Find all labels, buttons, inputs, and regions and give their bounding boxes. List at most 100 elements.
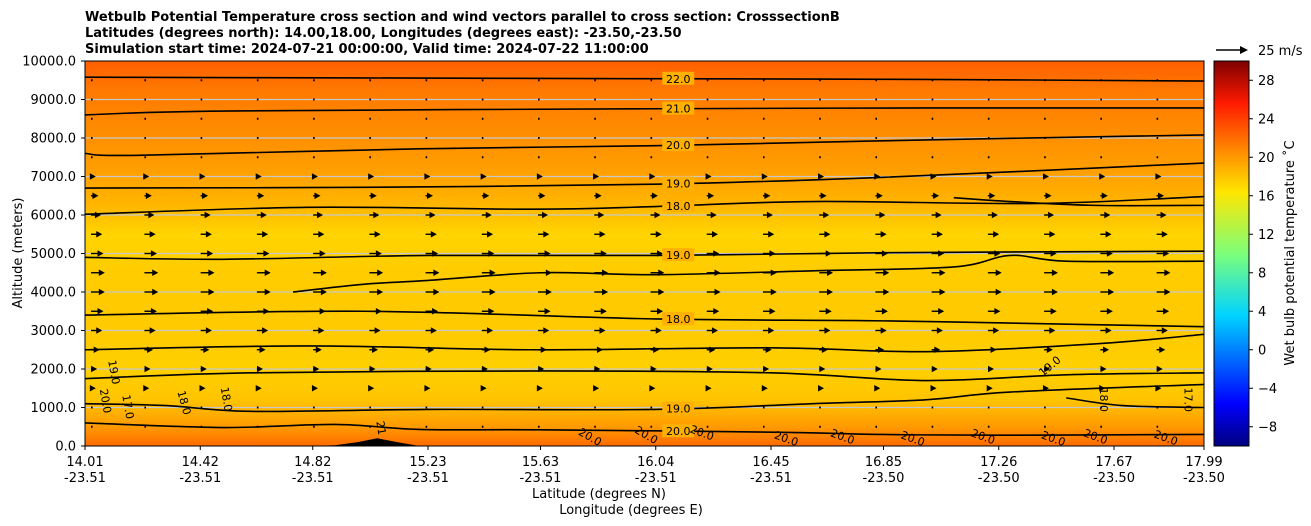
- colorbar-tick-label: 24: [1258, 112, 1275, 127]
- wind-vector: [144, 98, 147, 101]
- wind-vector: [819, 192, 827, 199]
- wind-vector: [819, 79, 821, 82]
- wind-vector: [313, 365, 320, 373]
- contour-line-19: [292, 254, 1204, 293]
- wind-vector: [369, 211, 380, 219]
- x-tick-label-lat: 17.67: [1095, 455, 1132, 470]
- wind-vector: [706, 211, 717, 219]
- wind-vector: [594, 137, 596, 139]
- wind-vector: [931, 406, 934, 409]
- wind-vector: [200, 346, 210, 353]
- wind-vector: [311, 385, 318, 392]
- wind-vector: [594, 365, 601, 373]
- wind-vector: [1100, 365, 1107, 373]
- wind-vector: [987, 250, 1001, 257]
- contour-label: 20.0: [1082, 427, 1109, 448]
- y-tick-label: 2000.0: [31, 363, 77, 378]
- wind-vector: [706, 156, 709, 159]
- wind-vector: [1156, 308, 1170, 315]
- wind-vector: [481, 346, 491, 353]
- contour-line-19: [85, 370, 1204, 382]
- wind-vector: [762, 346, 772, 353]
- wind-vectors: [89, 79, 1171, 428]
- wind-vector: [762, 231, 775, 238]
- wind-vector: [481, 406, 484, 409]
- wind-vector: [91, 79, 93, 82]
- wind-vector: [313, 327, 325, 334]
- wind-vector: [875, 156, 878, 159]
- wind-vector: [369, 98, 371, 101]
- wind-vector: [649, 385, 656, 392]
- wind-vector: [987, 231, 1000, 238]
- wind-vector: [875, 231, 887, 238]
- wind-vector: [481, 211, 492, 219]
- wind-vector: [1156, 137, 1159, 139]
- wind-vector: [1100, 137, 1102, 139]
- wind-vector: [256, 117, 259, 120]
- wind-vector: [200, 231, 212, 238]
- wind-vector: [819, 288, 833, 296]
- wind-vector: [313, 137, 315, 139]
- wind-vector: [481, 327, 494, 334]
- x-tick-label-lat: 16.85: [865, 455, 902, 470]
- wind-vector: [762, 425, 765, 428]
- wind-vector: [480, 385, 487, 392]
- wind-vector: [481, 250, 495, 257]
- contour-label: 18.0: [218, 386, 235, 412]
- wind-vector: [425, 250, 439, 257]
- x-tick-label-lon: -23.51: [64, 471, 106, 486]
- wind-vector: [593, 385, 600, 392]
- wind-vector: [931, 327, 943, 334]
- colorbar-tick-label: −8: [1258, 420, 1277, 435]
- contour-label: 19.0: [666, 249, 691, 262]
- contour-line-22: [85, 76, 1204, 82]
- wind-vector: [481, 308, 495, 315]
- colorbar: [1213, 60, 1250, 447]
- y-tick-label: 7000.0: [31, 170, 77, 185]
- contour-label-bg: [662, 248, 695, 262]
- wind-vector: [931, 231, 943, 238]
- wind-vector: [650, 98, 653, 101]
- wind-vector: [369, 137, 371, 139]
- wind-vector: [538, 425, 540, 428]
- wind-vector: [1044, 156, 1046, 159]
- colorbar-tick-label: 0: [1258, 343, 1266, 358]
- contour-label: 20.0: [666, 139, 691, 152]
- wind-vector: [819, 156, 821, 159]
- wind-vector: [256, 211, 267, 219]
- wind-vector: [538, 137, 540, 139]
- wind-vector: [144, 365, 151, 373]
- wind-vector: [256, 231, 269, 238]
- wind-vector: [425, 156, 428, 159]
- wind-vector: [1044, 192, 1052, 199]
- wind-vector: [1100, 269, 1115, 276]
- contour-label: 20.0: [969, 427, 996, 448]
- wind-vector: [931, 211, 942, 219]
- wind-vector: [1044, 117, 1046, 120]
- wind-vector: [538, 288, 552, 296]
- wind-vector: [91, 406, 93, 409]
- wind-vector: [987, 117, 990, 120]
- wind-vector: [369, 346, 379, 353]
- wind-vector: [1042, 385, 1049, 392]
- wind-vector: [369, 288, 384, 296]
- wind-vector: [1156, 406, 1159, 409]
- wind-vector: [1100, 250, 1113, 257]
- wind-vector: [594, 346, 603, 353]
- wind-vector: [594, 288, 609, 296]
- wind-vector: [256, 269, 271, 276]
- x-tick-label-lat: 14.01: [66, 455, 103, 470]
- x-tick-label-lon: -23.50: [978, 471, 1020, 486]
- quiver-key-arrowhead: [1240, 46, 1248, 54]
- wind-vector: [1100, 346, 1110, 353]
- wind-vector: [313, 79, 315, 82]
- wind-vector: [144, 117, 147, 120]
- x-tick-label-lon: -23.51: [407, 471, 449, 486]
- wind-vector: [91, 231, 103, 238]
- contour-label: 21: [373, 420, 388, 436]
- wind-vector: [762, 308, 776, 315]
- wind-vector: [313, 288, 327, 296]
- wind-vector: [705, 173, 712, 180]
- wind-vector: [538, 365, 545, 373]
